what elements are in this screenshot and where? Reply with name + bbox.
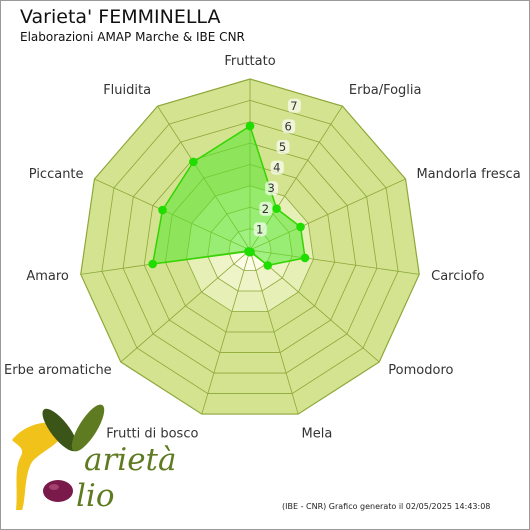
data-point-mandorla-fresca [296,222,305,232]
tick-label-bg [259,201,273,216]
axis-label-fluidita: Fluidita [103,83,151,98]
logo-leaf-left [42,408,78,452]
tick-label: 3 [267,181,274,195]
axis-label-erbe-aromatiche: Erbe aromatiche [4,363,112,378]
data-point-erba-foglia [272,204,281,213]
radar-tick-labels: 1 2 3 4 5 6 7 [253,98,301,237]
tick-label-bg [287,98,301,113]
axis-label-piccante: Piccante [29,167,84,182]
radar-axis-labels: Fruttato Erba/Foglia Mandorla fresca Carcio… [4,54,521,442]
grid-spoke [201,249,251,415]
data-point-piccante [158,205,167,215]
axis-label-amaro: Amaro [26,269,69,284]
tick-label-bg [276,139,290,154]
grid-spoke [249,249,380,363]
tick-label: 4 [273,161,280,175]
data-point-amaro [148,259,157,269]
logo-leaf-right [71,404,105,452]
logo-olive [43,480,73,502]
data-point-pomodoro [263,261,273,270]
grid-spoke [249,249,299,415]
axis-label-mandorla-fresca: Mandorla fresca [416,167,520,182]
axis-label-frutti-di-bosco: Frutti di bosco [106,427,198,442]
data-point-erbe-aromatiche [244,247,253,256]
logo-text-olio: lio [76,478,115,514]
chart-title: Varieta' FEMMINELLA [20,6,221,28]
axis-label-carciofo: Carciofo [431,269,484,284]
tick-label-bg [253,222,267,237]
footer-note: (IBE - CNR) Grafico generato il 02/05/20… [282,502,491,511]
tick-label: 2 [262,202,269,216]
logo-text-varieta: arietà [84,442,177,478]
tick-label: 7 [290,99,297,113]
varieta-olio-logo: arietà lio [12,404,177,514]
radar-series [148,121,310,270]
grid-spoke [120,249,251,363]
axis-label-mela: Mela [302,427,333,442]
axis-label-pomodoro: Pomodoro [388,363,453,378]
data-point-fruttato [245,121,255,131]
axis-label-fruttato: Fruttato [224,54,275,69]
tick-label-bg [265,181,279,196]
tick-label: 5 [279,140,286,154]
chart-subtitle: Elaborazioni AMAP Marche & IBE CNR [20,30,245,44]
data-point-fluidita [189,157,198,167]
axis-label-erba-foglia: Erba/Foglia [349,83,422,98]
logo-one-shape [12,422,66,510]
tick-label-bg [282,119,296,134]
data-point-carciofo [300,253,310,263]
tick-label: 6 [285,119,292,133]
tick-label-bg [270,160,284,175]
tick-label: 1 [256,222,263,236]
